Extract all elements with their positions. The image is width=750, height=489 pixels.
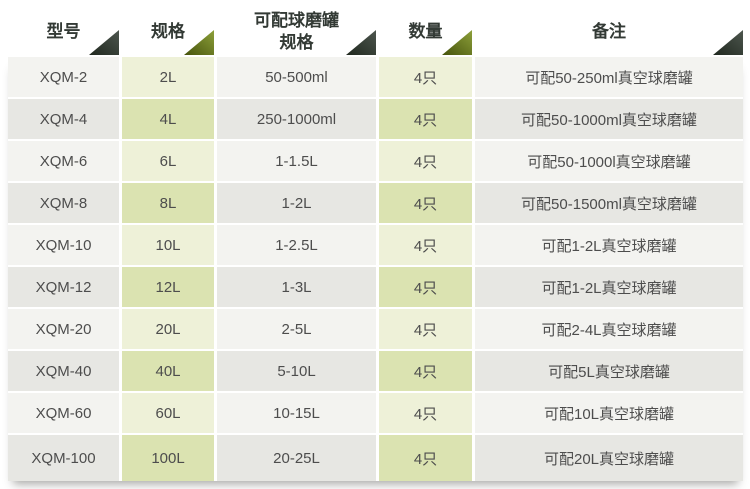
header-model: 型号 [8, 8, 119, 55]
header-jar-spec-label: 可配球磨罐 规格 [254, 11, 339, 52]
header-jar-spec: 可配球磨罐 规格 [217, 8, 376, 55]
cell-jar-spec: 10-15L [217, 393, 376, 433]
cell-note: 可配1-2L真空球磨罐 [475, 267, 743, 307]
cell-spec: 40L [122, 351, 214, 391]
cell-spec: 20L [122, 309, 214, 349]
corner-triangle-icon [89, 30, 119, 55]
header-spec-label: 规格 [151, 21, 185, 41]
cell-spec: 8L [122, 183, 214, 223]
table-body: XQM-2 2L 50-500ml 4只 可配50-250ml真空球磨罐 XQM… [8, 57, 743, 481]
cell-jar-spec: 1-3L [217, 267, 376, 307]
cell-spec: 60L [122, 393, 214, 433]
cell-model: XQM-100 [8, 435, 119, 481]
cell-jar-spec: 1-2L [217, 183, 376, 223]
table-row: XQM-60 60L 10-15L 4只 可配10L真空球磨罐 [8, 393, 743, 433]
cell-note: 可配5L真空球磨罐 [475, 351, 743, 391]
cell-quantity: 4只 [379, 351, 472, 391]
cell-jar-spec: 50-500ml [217, 57, 376, 97]
cell-model: XQM-12 [8, 267, 119, 307]
cell-jar-spec: 250-1000ml [217, 99, 376, 139]
cell-quantity: 4只 [379, 309, 472, 349]
header-quantity-label: 数量 [408, 21, 443, 41]
cell-quantity: 4只 [379, 267, 472, 307]
corner-triangle-icon [442, 30, 472, 55]
corner-triangle-icon [713, 30, 743, 55]
cell-spec: 4L [122, 99, 214, 139]
cell-jar-spec: 1-2.5L [217, 225, 376, 265]
cell-spec: 6L [122, 141, 214, 181]
table-row: XQM-6 6L 1-1.5L 4只 可配50-1000l真空球磨罐 [8, 141, 743, 181]
cell-spec: 10L [122, 225, 214, 265]
table-row: XQM-100 100L 20-25L 4只 可配20L真空球磨罐 [8, 435, 743, 481]
corner-triangle-icon [184, 30, 214, 55]
header-spec: 规格 [122, 8, 214, 55]
cell-model: XQM-4 [8, 99, 119, 139]
cell-note: 可配50-1500ml真空球磨罐 [475, 183, 743, 223]
cell-jar-spec: 5-10L [217, 351, 376, 391]
table-row: XQM-8 8L 1-2L 4只 可配50-1500ml真空球磨罐 [8, 183, 743, 223]
cell-model: XQM-6 [8, 141, 119, 181]
table-row: XQM-40 40L 5-10L 4只 可配5L真空球磨罐 [8, 351, 743, 391]
header-notes: 备注 [475, 8, 743, 55]
header-notes-label: 备注 [592, 21, 626, 41]
product-spec-table: 型号 规格 可配球磨罐 规格 数量 备注 XQM-2 2L 50-500ml 4… [8, 8, 743, 481]
cell-quantity: 4只 [379, 99, 472, 139]
cell-spec: 12L [122, 267, 214, 307]
cell-note: 可配10L真空球磨罐 [475, 393, 743, 433]
table-row: XQM-4 4L 250-1000ml 4只 可配50-1000ml真空球磨罐 [8, 99, 743, 139]
cell-model: XQM-2 [8, 57, 119, 97]
cell-model: XQM-8 [8, 183, 119, 223]
cell-quantity: 4只 [379, 183, 472, 223]
cell-spec: 2L [122, 57, 214, 97]
cell-note: 可配50-250ml真空球磨罐 [475, 57, 743, 97]
cell-note: 可配50-1000l真空球磨罐 [475, 141, 743, 181]
cell-note: 可配1-2L真空球磨罐 [475, 225, 743, 265]
cell-model: XQM-20 [8, 309, 119, 349]
cell-note: 可配50-1000ml真空球磨罐 [475, 99, 743, 139]
cell-model: XQM-40 [8, 351, 119, 391]
cell-note: 可配2-4L真空球磨罐 [475, 309, 743, 349]
header-quantity: 数量 [379, 8, 472, 55]
table-row: XQM-20 20L 2-5L 4只 可配2-4L真空球磨罐 [8, 309, 743, 349]
cell-model: XQM-60 [8, 393, 119, 433]
header-model-label: 型号 [46, 21, 81, 41]
table-row: XQM-12 12L 1-3L 4只 可配1-2L真空球磨罐 [8, 267, 743, 307]
cell-jar-spec: 2-5L [217, 309, 376, 349]
cell-quantity: 4只 [379, 57, 472, 97]
cell-note: 可配20L真空球磨罐 [475, 435, 743, 481]
corner-triangle-icon [346, 30, 376, 55]
table-row: XQM-10 10L 1-2.5L 4只 可配1-2L真空球磨罐 [8, 225, 743, 265]
cell-quantity: 4只 [379, 141, 472, 181]
cell-jar-spec: 1-1.5L [217, 141, 376, 181]
table-header-row: 型号 规格 可配球磨罐 规格 数量 备注 [8, 8, 743, 55]
cell-spec: 100L [122, 435, 214, 481]
cell-model: XQM-10 [8, 225, 119, 265]
cell-quantity: 4只 [379, 225, 472, 265]
cell-quantity: 4只 [379, 393, 472, 433]
table-row: XQM-2 2L 50-500ml 4只 可配50-250ml真空球磨罐 [8, 57, 743, 97]
cell-jar-spec: 20-25L [217, 435, 376, 481]
cell-quantity: 4只 [379, 435, 472, 481]
